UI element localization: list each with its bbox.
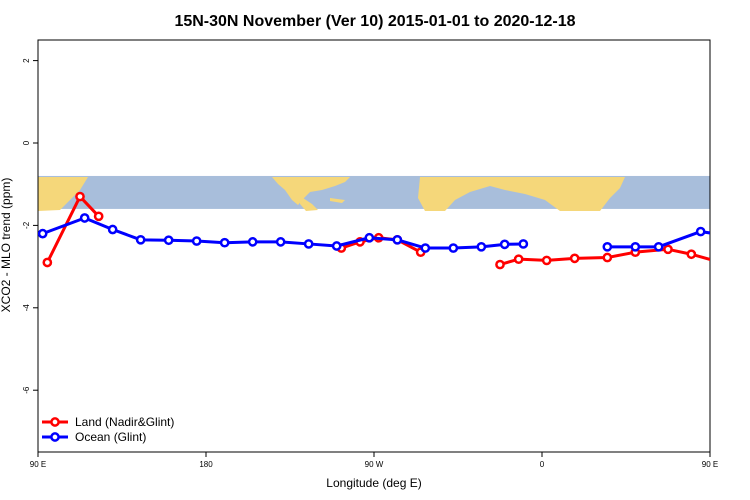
y-tick-label: 2 — [22, 58, 31, 63]
x-tick-label: 90 E — [30, 460, 46, 469]
chart-title: 15N-30N November (Ver 10) 2015-01-01 to … — [174, 13, 575, 30]
data-point — [686, 249, 697, 260]
data-point — [569, 253, 580, 264]
x-tick-label: 90 E — [702, 460, 718, 469]
legend-label: Ocean (Glint) — [75, 430, 146, 444]
y-axis-label: XCO2 - MLO trend (ppm) — [0, 178, 13, 313]
legend-marker — [50, 417, 60, 427]
data-point — [499, 239, 510, 250]
data-point — [695, 226, 706, 237]
data-point — [247, 237, 258, 247]
data-point — [219, 237, 230, 248]
data-point — [75, 191, 85, 202]
map-land-mexico-coast — [300, 196, 318, 211]
y-tick-label: -6 — [22, 386, 31, 394]
data-point — [107, 224, 118, 235]
data-point — [495, 259, 505, 270]
x-tick-label: 90 W — [365, 460, 384, 469]
data-point — [709, 232, 710, 235]
data-point — [93, 211, 104, 222]
legend-item: Ocean (Glint) — [42, 430, 146, 444]
series-layer — [38, 191, 746, 270]
data-point — [135, 234, 146, 245]
map-land-australia-asia — [38, 177, 88, 211]
series-land — [42, 191, 746, 270]
data-point — [420, 243, 431, 253]
data-point — [191, 236, 202, 246]
x-axis-label: Longitude (deg E) — [326, 476, 421, 490]
data-point — [303, 239, 314, 249]
x-tick-label: 0 — [540, 460, 545, 469]
data-point — [275, 237, 286, 247]
data-point — [602, 241, 613, 252]
data-point — [663, 244, 673, 255]
data-point — [38, 228, 48, 239]
data-point — [739, 192, 746, 199]
data-point — [331, 241, 342, 251]
series-ocean — [38, 213, 746, 253]
data-point — [739, 214, 746, 221]
data-point — [720, 260, 727, 267]
y-tick-label: -4 — [22, 304, 31, 312]
data-point — [448, 243, 459, 253]
data-point — [364, 232, 375, 243]
data-point — [476, 241, 487, 252]
data-point — [541, 255, 552, 266]
data-point — [392, 234, 403, 245]
data-point — [602, 252, 613, 263]
legend-item: Land (Nadir&Glint) — [42, 415, 174, 429]
x-tick-label: 180 — [199, 460, 213, 469]
data-point — [630, 241, 641, 252]
y-tick-label: -2 — [22, 221, 31, 229]
data-point — [653, 241, 664, 252]
data-point — [163, 235, 174, 246]
legend-marker — [50, 432, 60, 442]
legend-label: Land (Nadir&Glint) — [75, 415, 174, 429]
data-point — [79, 213, 90, 223]
data-point — [42, 257, 53, 268]
world-map-band — [38, 175, 710, 211]
y-tick-label: 0 — [22, 140, 31, 145]
map-land-arabia — [555, 190, 585, 211]
data-point — [513, 254, 524, 265]
legend: Land (Nadir&Glint)Ocean (Glint) — [42, 415, 174, 444]
series-line — [607, 230, 710, 249]
map-land-north-america — [272, 177, 350, 205]
map-land-caribbean-islands — [330, 198, 345, 203]
data-point — [518, 239, 529, 249]
